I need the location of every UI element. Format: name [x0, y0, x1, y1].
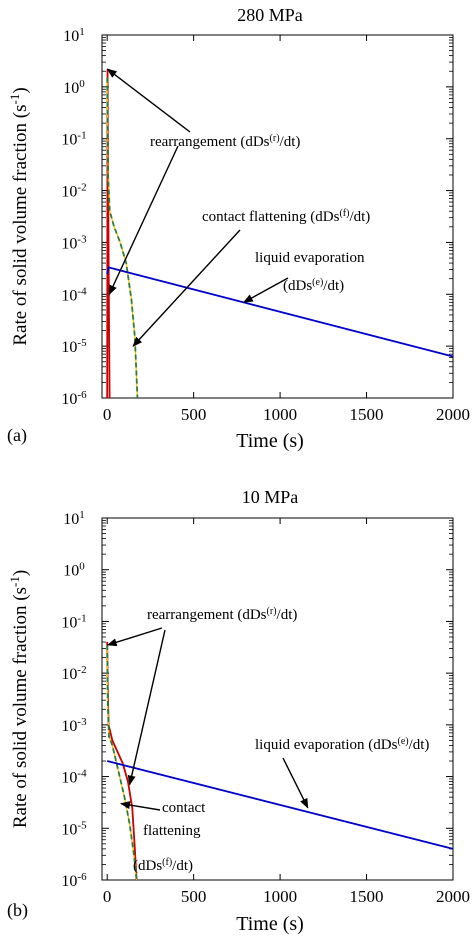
annotation-label: (dDs(e)/dt): [283, 277, 344, 295]
x-tick-label: 1000: [263, 405, 297, 424]
y-tick-label: 10-4: [61, 768, 87, 787]
series-contact-flattening-line: [106, 77, 139, 399]
annotation-label: liquid evaporation: [255, 250, 365, 266]
x-tick-label: 0: [103, 405, 112, 424]
plot-frame: [101, 34, 454, 399]
y-tick-label: 10-3: [61, 233, 87, 252]
x-tick-label: 0: [103, 887, 112, 906]
y-tick-label: 10-2: [61, 182, 86, 201]
annotation-label: (dDs(f)/dt): [133, 857, 193, 875]
annotation-arrow: [132, 229, 241, 347]
x-tick-label: 1500: [350, 405, 384, 424]
panel-label: (a): [7, 425, 27, 446]
y-tick-label: 101: [63, 509, 85, 528]
annotation-label: contact flattening (dDs(f)/dt): [202, 208, 370, 226]
chart-panel-b: 10 MPa 0 500 1000 1500 2000 101 100 10-1 10-2 10-3…: [7, 487, 471, 935]
y-tick-label: 10-4: [61, 285, 87, 304]
annotation-label: flattening: [143, 823, 201, 839]
x-tick-label: 2000: [436, 405, 470, 424]
y-tick-label: 10-6: [61, 871, 87, 890]
series-contact-flattening-highlight: [106, 77, 139, 399]
annotation-arrow: [106, 627, 163, 647]
x-axis-label: Time (s): [236, 913, 304, 935]
plot-frame: [101, 517, 454, 881]
x-tick-label: 2000: [436, 887, 470, 906]
annotation-label: rearrangement (dDs(r)/dt): [147, 606, 297, 624]
annotation-label: rearrangement (dDs(r)/dt): [150, 133, 300, 151]
y-tick-label: 10-6: [61, 389, 87, 408]
annotation-label: liquid evaporation (dDs(e)/dt): [255, 736, 429, 754]
x-tick-label: 500: [181, 405, 207, 424]
annotation-arrow: [120, 801, 161, 811]
y-tick-label: 10-5: [61, 819, 87, 838]
annotation-arrow: [242, 277, 289, 303]
series-contact-flattening-line: [106, 645, 138, 881]
annotation-label: contact: [162, 800, 206, 816]
panel-label: (b): [7, 900, 28, 921]
y-axis-label: Rate of solid volume fraction (s-1): [7, 570, 32, 828]
y-tick-label: 10-2: [61, 664, 86, 683]
y-tick-label: 10-1: [61, 612, 86, 631]
x-tick-label: 500: [181, 887, 207, 906]
annotation-arrow: [106, 68, 191, 133]
y-tick-label: 101: [63, 26, 85, 45]
chart-title: 280 MPa: [237, 5, 303, 25]
x-tick-label: 1500: [350, 887, 384, 906]
chart-panel-a: 280 MPa 0 500 1000 1500 2000 101 100 10-1 10-2 10-…: [7, 5, 471, 452]
annotation-arrow: [127, 629, 166, 786]
series-liquid-evaporation-line: [106, 760, 454, 850]
annotation-arrow: [108, 145, 179, 296]
x-tick-label: 1000: [263, 887, 297, 906]
annotation-arrow: [282, 757, 309, 809]
series-liquid-evaporation-line: [106, 266, 454, 358]
y-tick-label: 10-3: [61, 716, 87, 735]
y-axis-label: Rate of solid volume fraction (s-1): [7, 87, 32, 345]
y-tick-label: 100: [63, 78, 85, 97]
chart-title: 10 MPa: [242, 487, 299, 507]
y-tick-label: 10-1: [61, 130, 86, 149]
x-axis-label: Time (s): [236, 430, 304, 452]
y-tick-label: 100: [63, 561, 85, 580]
y-tick-label: 10-5: [61, 337, 87, 356]
